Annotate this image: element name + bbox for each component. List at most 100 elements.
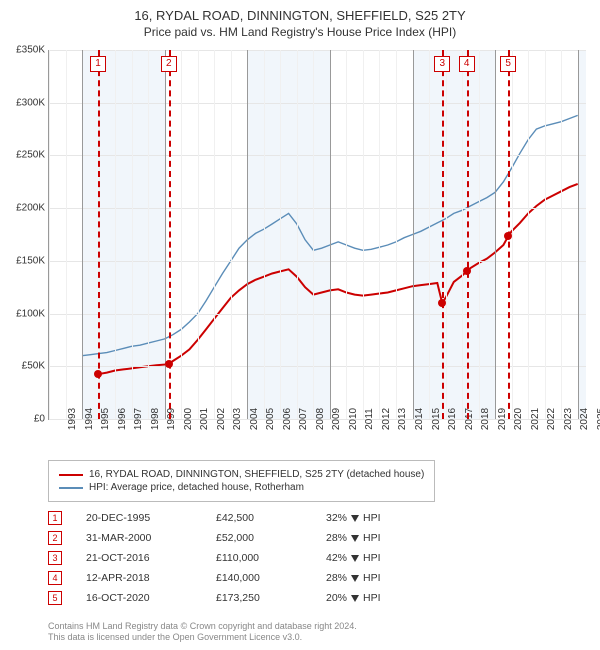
row-delta: 28%HPI — [326, 572, 381, 584]
page-title: 16, RYDAL ROAD, DINNINGTON, SHEFFIELD, S… — [10, 8, 590, 23]
grid-v — [214, 50, 215, 419]
sale-marker-box: 1 — [90, 56, 106, 72]
y-axis-label: £0 — [34, 414, 49, 425]
arrow-down-icon — [351, 535, 359, 542]
row-date: 31-MAR-2000 — [86, 532, 216, 544]
grid-v — [578, 50, 579, 419]
sale-point — [94, 370, 102, 378]
legend-row: HPI: Average price, detached house, Roth… — [59, 482, 424, 493]
sale-point — [438, 299, 446, 307]
row-price: £173,250 — [216, 592, 326, 604]
table-row: 5 16-OCT-2020£173,25020%HPI — [48, 588, 381, 608]
grid-v — [495, 50, 496, 419]
legend-swatch — [59, 474, 83, 476]
grid-h — [49, 155, 586, 156]
x-axis-label: 2025 — [578, 408, 600, 430]
grid-v — [528, 50, 529, 419]
y-axis-label: £300K — [16, 97, 49, 108]
grid-v — [297, 50, 298, 419]
sale-marker-box: 3 — [434, 56, 450, 72]
sale-point — [463, 267, 471, 275]
grid-v — [132, 50, 133, 419]
legend-swatch — [59, 487, 83, 489]
page-subtitle: Price paid vs. HM Land Registry's House … — [10, 25, 590, 39]
y-axis-label: £350K — [16, 45, 49, 56]
row-marker: 1 — [48, 511, 62, 525]
y-axis-label: £250K — [16, 150, 49, 161]
y-axis-label: £200K — [16, 203, 49, 214]
table-row: 2 31-MAR-2000£52,00028%HPI — [48, 528, 381, 548]
row-price: £52,000 — [216, 532, 326, 544]
row-delta: 42%HPI — [326, 552, 381, 564]
grid-v — [379, 50, 380, 419]
grid-h — [49, 314, 586, 315]
grid-h — [49, 103, 586, 104]
table-row: 1 20-DEC-1995£42,50032%HPI — [48, 508, 381, 528]
row-price: £110,000 — [216, 552, 326, 564]
grid-h — [49, 50, 586, 51]
row-price: £42,500 — [216, 512, 326, 524]
legend-label: 16, RYDAL ROAD, DINNINGTON, SHEFFIELD, S… — [89, 469, 424, 480]
grid-h — [49, 261, 586, 262]
sale-marker-box: 5 — [500, 56, 516, 72]
grid-v — [49, 50, 50, 419]
row-marker: 5 — [48, 591, 62, 605]
grid-v — [181, 50, 182, 419]
sale-marker-line — [467, 50, 469, 419]
y-axis-label: £100K — [16, 308, 49, 319]
grid-v — [313, 50, 314, 419]
sale-point — [504, 232, 512, 240]
footer: Contains HM Land Registry data © Crown c… — [48, 621, 357, 644]
row-date: 16-OCT-2020 — [86, 592, 216, 604]
sale-marker-box: 2 — [161, 56, 177, 72]
grid-v — [545, 50, 546, 419]
legend-row: 16, RYDAL ROAD, DINNINGTON, SHEFFIELD, S… — [59, 469, 424, 480]
row-date: 12-APR-2018 — [86, 572, 216, 584]
arrow-down-icon — [351, 515, 359, 522]
row-delta: 20%HPI — [326, 592, 381, 604]
grid-v — [231, 50, 232, 419]
grid-v — [82, 50, 83, 419]
grid-v — [115, 50, 116, 419]
footer-line-2: This data is licensed under the Open Gov… — [48, 632, 357, 644]
grid-v — [446, 50, 447, 419]
sales-table: 1 20-DEC-1995£42,50032%HPI 2 31-MAR-2000£52… — [48, 508, 381, 608]
y-axis-label: £150K — [16, 255, 49, 266]
table-row: 321-OCT-2016£110,00042%HPI — [48, 548, 381, 568]
y-axis-label: £50K — [22, 361, 49, 372]
row-date: 20-DEC-1995 — [86, 512, 216, 524]
footer-line-1: Contains HM Land Registry data © Crown c… — [48, 621, 357, 633]
grid-v — [479, 50, 480, 419]
sale-point — [165, 360, 173, 368]
sale-marker-line — [98, 50, 100, 419]
table-row: 4 12-APR-2018£140,00028%HPI — [48, 568, 381, 588]
row-price: £140,000 — [216, 572, 326, 584]
row-date: 21-OCT-2016 — [86, 552, 216, 564]
grid-v — [247, 50, 248, 419]
grid-v — [561, 50, 562, 419]
grid-v — [363, 50, 364, 419]
grid-v — [462, 50, 463, 419]
grid-v — [148, 50, 149, 419]
row-marker: 2 — [48, 531, 62, 545]
grid-v — [413, 50, 414, 419]
arrow-down-icon — [351, 575, 359, 582]
grid-v — [396, 50, 397, 419]
row-marker: 4 — [48, 571, 62, 585]
row-delta: 28%HPI — [326, 532, 381, 544]
sale-marker-line — [442, 50, 444, 419]
title-block: 16, RYDAL ROAD, DINNINGTON, SHEFFIELD, S… — [0, 0, 600, 43]
grid-v — [346, 50, 347, 419]
arrow-down-icon — [351, 595, 359, 602]
legend: 16, RYDAL ROAD, DINNINGTON, SHEFFIELD, S… — [48, 460, 435, 502]
grid-v — [429, 50, 430, 419]
grid-v — [264, 50, 265, 419]
grid-v — [198, 50, 199, 419]
sale-marker-box: 4 — [459, 56, 475, 72]
grid-v — [330, 50, 331, 419]
legend-label: HPI: Average price, detached house, Roth… — [89, 482, 304, 493]
arrow-down-icon — [351, 555, 359, 562]
price-chart: £0£50K£100K£150K£200K£250K£300K£350K1993… — [48, 50, 586, 420]
grid-h — [49, 366, 586, 367]
row-delta: 32%HPI — [326, 512, 381, 524]
